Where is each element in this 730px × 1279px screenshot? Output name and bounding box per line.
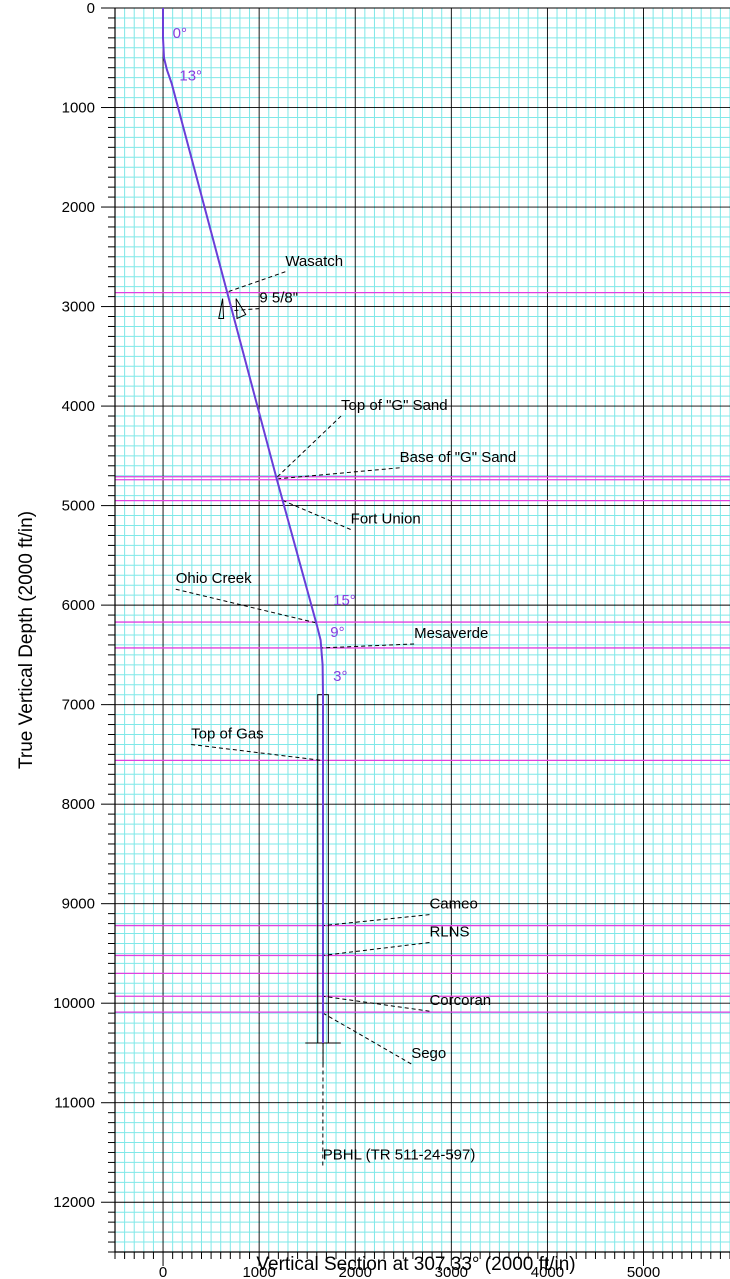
x-axis-title: Vertical Section at 307.33° (2000 ft/in) [256,1254,575,1275]
y-axis-title: True Vertical Depth (2000 ft/in) [16,511,37,769]
annotation-leader [191,743,322,761]
x-tick-label: 3000 [435,1264,468,1279]
inclination-label: 9° [330,624,344,641]
casing-shoe-symbol [235,298,247,320]
annotation-leader [322,914,430,927]
y-tick-label: 3000 [62,299,95,316]
y-tick-label: 9000 [62,896,95,913]
formation-lines [115,291,730,1013]
annotation-label: Top of "G" Sand [341,397,448,414]
x-tick-label: 1000 [242,1264,275,1279]
annotation-leader [234,308,260,312]
wellpath [162,8,324,1043]
annotation-label: 9 5/8" [259,290,298,307]
annotation-leaders [175,271,430,1166]
annotation-label: Sego [411,1045,446,1062]
x-tick-label: 2000 [339,1264,372,1279]
inclination-label: 13° [179,68,202,85]
annotation-label: Fort Union [351,511,421,528]
axes: 0 1000 2000 3000 4000 5000 6000 7000 8000 9000 100… [53,0,730,1279]
y-tick-label: 6000 [62,597,95,614]
annotation-label: RLNS [429,924,469,941]
wellpath-line [162,8,324,1043]
y-tick-label: 2000 [62,199,95,216]
annotation-label: Wasatch [285,253,343,270]
inclination-label: 15° [333,592,356,609]
annotation-label: Mesaverde [414,625,488,642]
annotation-leader [225,271,286,294]
y-tick-label: 4000 [62,398,95,415]
annotation-label: Corcoran [429,992,491,1009]
x-tick-label: 5000 [627,1264,660,1279]
y-tick-label: 10000 [53,995,95,1012]
annotation-leader [175,588,317,624]
y-tick-label: 0 [87,0,95,17]
annotation-leader [321,643,415,649]
annotation-leader [322,995,430,1012]
y-tick-label: 5000 [62,498,95,515]
annotation-label: Ohio Creek [176,570,252,587]
x-tick-label: 4000 [531,1264,564,1279]
inclination-label: 3° [333,668,347,685]
annotation-leader [282,500,351,530]
annotation-label: Top of Gas [191,725,264,742]
casing-shoe-symbol [218,298,225,320]
annotation-label: Cameo [429,896,477,913]
annotation-label: Base of "G" Sand [400,449,517,466]
y-tick-label: 12000 [53,1194,95,1211]
annotation-leader [276,415,342,479]
inclination-label: 0° [173,25,187,42]
annotation-leader [322,1012,412,1065]
y-tick-label: 8000 [62,796,95,813]
annotation-labels: Wasatch 9 5/8" Top of "G" Sand Base of "G" … [173,25,517,1164]
annotation-label: PBHL (TR 511-24-597) [323,1146,476,1163]
y-tick-label: 7000 [62,697,95,714]
annotation-leader [278,467,400,480]
grid [114,7,730,1253]
y-tick-label: 1000 [62,100,95,117]
y-tick-label: 11000 [54,1095,95,1112]
x-tick-label: 0 [159,1264,167,1279]
annotation-leader [322,942,430,956]
